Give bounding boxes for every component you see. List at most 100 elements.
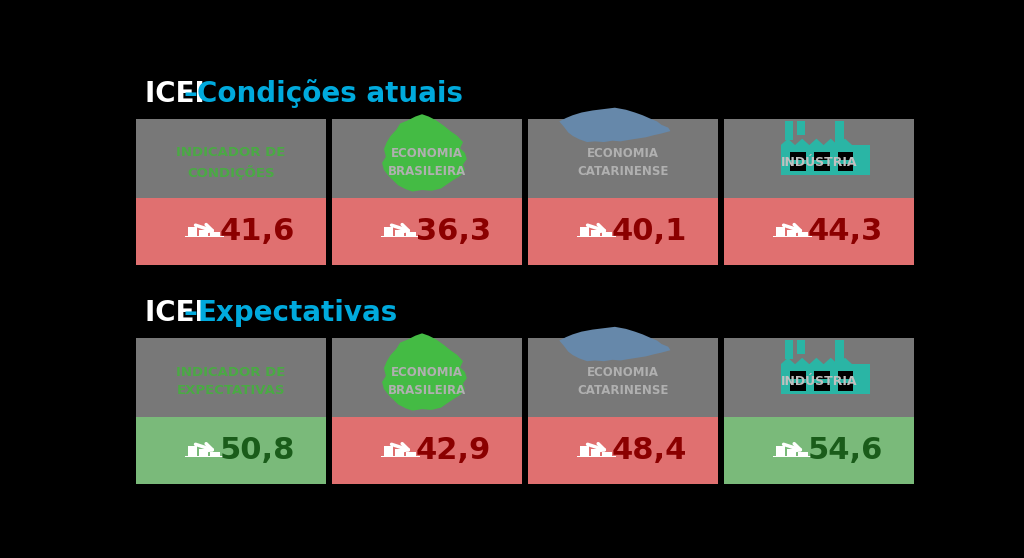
Bar — [836, 121, 844, 145]
Bar — [791, 371, 806, 379]
Bar — [838, 163, 853, 171]
Bar — [780, 364, 870, 395]
Bar — [332, 118, 521, 198]
Bar — [724, 338, 913, 417]
Bar — [407, 233, 416, 238]
Bar — [577, 237, 615, 238]
Bar — [780, 145, 870, 175]
Text: –: – — [183, 80, 207, 108]
Bar — [791, 383, 806, 391]
Bar — [136, 198, 326, 264]
Bar — [791, 152, 806, 160]
Bar — [787, 449, 797, 456]
Text: 50,8: 50,8 — [219, 436, 295, 465]
Polygon shape — [559, 108, 671, 142]
Text: INDÚSTRIA: INDÚSTRIA — [780, 375, 857, 388]
Bar — [724, 417, 913, 484]
Bar — [787, 230, 797, 238]
Bar — [528, 338, 718, 417]
Text: 42,9: 42,9 — [416, 436, 492, 465]
Text: ECONOMIA
BRASILEIRA: ECONOMIA BRASILEIRA — [388, 366, 466, 397]
Polygon shape — [795, 358, 809, 364]
Text: Condições atuais: Condições atuais — [197, 79, 463, 108]
Bar — [798, 121, 805, 135]
Bar — [838, 383, 853, 391]
Bar — [580, 227, 589, 238]
Bar — [602, 233, 611, 238]
Bar — [814, 163, 829, 171]
Bar — [187, 446, 197, 456]
Bar — [791, 163, 806, 171]
Polygon shape — [780, 358, 795, 364]
Bar — [591, 230, 600, 238]
Bar — [773, 237, 812, 238]
Bar — [798, 340, 805, 354]
Polygon shape — [382, 114, 467, 191]
Bar — [184, 455, 224, 456]
Bar — [577, 455, 615, 456]
Text: ECONOMIA
CATARINENSE: ECONOMIA CATARINENSE — [578, 147, 669, 178]
Bar — [384, 446, 393, 456]
Text: INDICADOR DE
EXPECTATIVAS: INDICADOR DE EXPECTATIVAS — [176, 366, 286, 397]
Bar — [136, 417, 326, 484]
Bar — [838, 152, 853, 160]
Bar — [407, 451, 416, 456]
Bar — [776, 446, 785, 456]
Bar — [184, 237, 224, 238]
Polygon shape — [823, 358, 838, 364]
Bar — [381, 237, 420, 238]
Text: ECONOMIA
BRASILEIRA: ECONOMIA BRASILEIRA — [388, 147, 466, 178]
Bar — [814, 152, 829, 160]
Bar — [602, 451, 611, 456]
Text: 36,3: 36,3 — [416, 217, 490, 246]
Bar — [838, 371, 853, 379]
Text: Expectativas: Expectativas — [197, 299, 397, 327]
Text: INDICADOR DE
CONDIÇÕES: INDICADOR DE CONDIÇÕES — [176, 146, 286, 180]
Polygon shape — [795, 138, 809, 145]
Polygon shape — [809, 138, 823, 145]
Text: INDÚSTRIA: INDÚSTRIA — [780, 156, 857, 169]
Bar — [814, 371, 829, 379]
Bar — [773, 455, 812, 456]
Bar — [836, 340, 844, 364]
Polygon shape — [838, 358, 852, 364]
Bar — [528, 118, 718, 198]
Bar — [785, 121, 793, 140]
Polygon shape — [823, 138, 838, 145]
Bar — [199, 449, 208, 456]
Bar — [776, 227, 785, 238]
Bar — [199, 230, 208, 238]
Text: ECONOMIA
CATARINENSE: ECONOMIA CATARINENSE — [578, 366, 669, 397]
Text: 54,6: 54,6 — [808, 436, 883, 465]
Polygon shape — [809, 358, 823, 364]
Bar — [724, 118, 913, 198]
Polygon shape — [382, 333, 467, 411]
Polygon shape — [838, 138, 852, 145]
Bar — [332, 417, 521, 484]
Text: 44,3: 44,3 — [808, 217, 883, 246]
Text: 48,4: 48,4 — [611, 436, 687, 465]
Bar — [332, 198, 521, 264]
Bar — [528, 198, 718, 264]
Text: 41,6: 41,6 — [219, 217, 295, 246]
Bar — [136, 118, 326, 198]
Bar — [799, 233, 808, 238]
Bar — [381, 455, 420, 456]
Bar — [528, 417, 718, 484]
Bar — [799, 451, 808, 456]
Text: ICEI: ICEI — [145, 299, 215, 327]
Polygon shape — [780, 138, 795, 145]
Bar — [785, 340, 793, 359]
Text: ICEI: ICEI — [145, 80, 215, 108]
Text: 40,1: 40,1 — [611, 217, 687, 246]
Bar — [580, 446, 589, 456]
Bar — [187, 227, 197, 238]
Bar — [724, 198, 913, 264]
Bar — [395, 230, 404, 238]
Bar — [210, 233, 220, 238]
Polygon shape — [559, 327, 671, 361]
Bar — [210, 451, 220, 456]
Bar — [395, 449, 404, 456]
Bar — [136, 338, 326, 417]
Bar — [332, 338, 521, 417]
